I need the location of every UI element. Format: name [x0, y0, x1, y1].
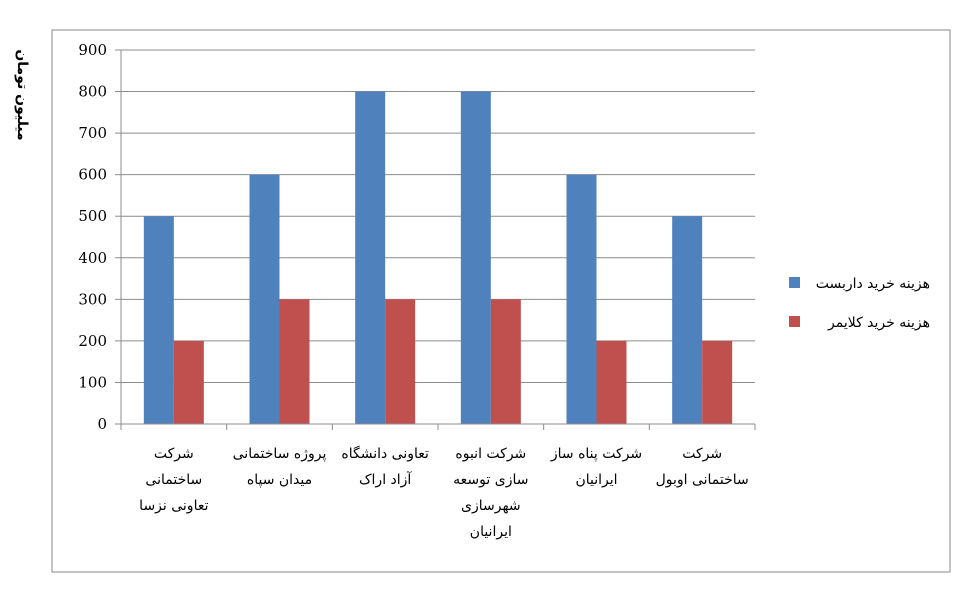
- legend-label: هزینه خرید کلایمر: [827, 315, 930, 331]
- x-tick-label-line: شهرسازی: [461, 498, 521, 514]
- y-tick-label: 700: [78, 124, 107, 142]
- bar: [385, 299, 416, 424]
- x-tick-label: شرکت ساختمانی اوبول: [656, 446, 749, 488]
- x-tick-label-line: تعاونی دانشگاه: [341, 445, 429, 462]
- y-tick-label: 500: [78, 207, 107, 225]
- bar: [143, 216, 174, 424]
- x-tick-label-line: شرکت پناه ساز: [550, 446, 642, 462]
- x-tick-label-line: شرکت انبوه: [455, 446, 526, 462]
- x-tick-label-line: پروژه ساختمانی: [233, 446, 327, 462]
- bar: [566, 174, 597, 424]
- x-tick-label: شرکت ساختمانی تعاونی نزسا: [139, 446, 208, 514]
- x-tick-label-line: تعاونی نزسا: [139, 498, 208, 514]
- x-tick-label-line: شرکت: [154, 446, 194, 462]
- bar: [490, 299, 521, 424]
- x-tick-label: شرکت انبوه سازی توسعه شهرسازی ایرانیان: [453, 446, 528, 540]
- x-tick-label-line: ایرانیان: [575, 472, 617, 488]
- bar: [249, 174, 280, 424]
- x-tick-label-line: ساختمانی اوبول: [656, 472, 749, 488]
- x-tick-label-line: ایرانیان: [470, 524, 512, 540]
- bar: [702, 340, 733, 424]
- bar: [173, 340, 204, 424]
- y-tick-label: 100: [78, 373, 107, 391]
- y-tick-label: 600: [78, 166, 107, 184]
- y-tick-label: 400: [78, 249, 107, 267]
- bar: [672, 216, 703, 424]
- x-tick-label: تعاونی دانشگاه آزاد اراک: [341, 445, 429, 488]
- bar: [279, 299, 310, 424]
- y-tick-label: 300: [78, 290, 107, 308]
- y-tick-label: 800: [78, 83, 107, 101]
- legend-swatch: [789, 316, 800, 327]
- bar: [596, 340, 627, 424]
- bar: [460, 91, 491, 425]
- x-tick-label: پروژه ساختمانی میدان سپاه: [233, 446, 327, 488]
- legend-label: هزینه خرید داربست: [816, 276, 930, 292]
- legend-swatch: [789, 277, 800, 288]
- bar: [355, 91, 386, 425]
- y-tick-label: 200: [78, 332, 107, 350]
- x-tick-label-line: میدان سپاه: [247, 472, 312, 488]
- x-tick-label-line: آزاد اراک: [359, 471, 412, 488]
- y-tick-label: 0: [97, 415, 107, 433]
- x-tick-label-line: ساختمانی: [145, 472, 202, 488]
- x-tick-label: شرکت پناه ساز ایرانیان: [550, 446, 642, 488]
- x-tick-label-line: سازی توسعه: [453, 472, 528, 488]
- y-tick-label: 900: [78, 41, 107, 59]
- x-tick-label-line: شرکت: [682, 446, 722, 462]
- y-axis-label: میلیون تومان: [14, 49, 30, 140]
